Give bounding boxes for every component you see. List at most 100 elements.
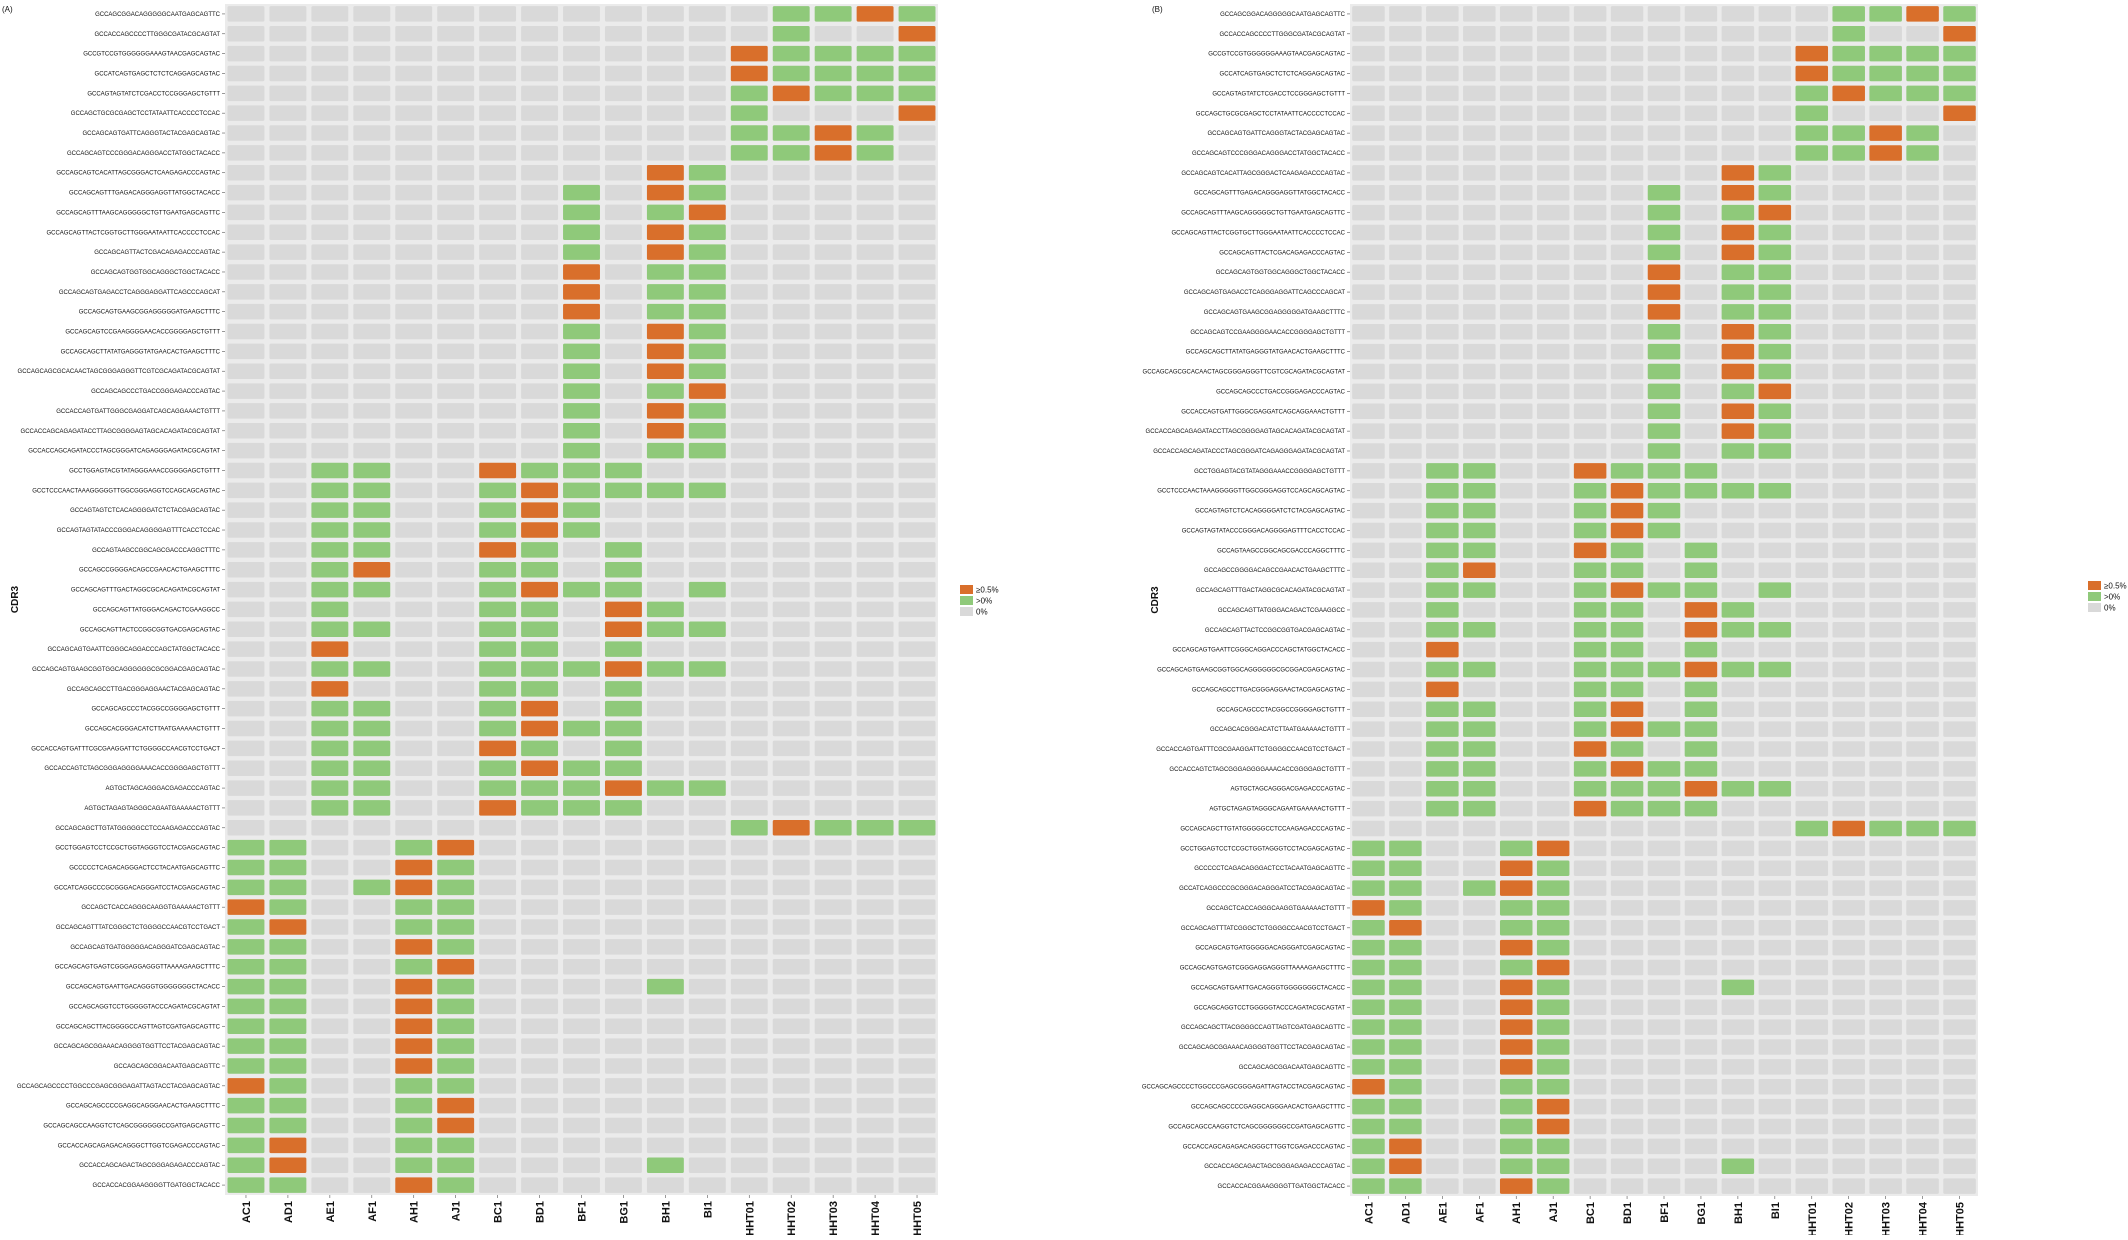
heatmap-cell-AJ1-r43 xyxy=(437,839,475,856)
heatmap-cell-HHT04-r42 xyxy=(856,820,894,836)
heatmap-cell-BD1-r2 xyxy=(1610,26,1644,42)
heatmap-cell-BF1-r26 xyxy=(1647,502,1681,519)
heatmap-cell-AE1-r43 xyxy=(311,839,349,856)
y-tick-label: GCCAGCACGGGACATCTTAATGAAAAACTGTTT xyxy=(1210,727,1345,733)
heatmap-cell-BI1-r60 xyxy=(1758,1178,1792,1194)
y-tick-label: GCCAGTAGTATCTCGACCTCCGGGAGCTGTTT xyxy=(1212,91,1345,97)
heatmap-cell-BC1-r30 xyxy=(479,581,517,598)
heatmap-cell-HHT03-r23 xyxy=(814,442,852,459)
heatmap-cell-AJ1-r45 xyxy=(1536,880,1570,896)
heatmap-cell-AD1-r42 xyxy=(1389,820,1422,837)
heatmap-cell-BF1-r9 xyxy=(563,164,600,181)
heatmap-cell-AJ1-r48 xyxy=(1536,939,1570,956)
heatmap-cell-HHT03-r56 xyxy=(1869,1098,1902,1115)
heatmap-cell-BG1-r21 xyxy=(1684,403,1718,420)
heatmap-cell-BD1-r30 xyxy=(521,581,559,598)
heatmap-cell-HHT05-r50 xyxy=(898,978,936,995)
heatmap-cell-AD1-r31 xyxy=(269,601,307,618)
y-tick-label: GCCAGCAGCGCACAACTAGCGGGAGGGTTCGTCGCAGATA… xyxy=(18,369,221,375)
heatmap-cell-AD1-r17 xyxy=(1389,324,1422,340)
heatmap-cell-HHT03-r6 xyxy=(814,105,852,121)
heatmap-cell-HHT01-r32 xyxy=(730,621,768,638)
heatmap-cell-AE1-r46 xyxy=(311,899,349,915)
heatmap-cell-AE1-r19 xyxy=(1426,363,1459,380)
heatmap-cell-HHT02-r16 xyxy=(1832,304,1865,320)
heatmap-cell-HHT03-r4 xyxy=(1869,65,1902,82)
heatmap-cell-AJ1-r4 xyxy=(1536,65,1570,82)
heatmap-cell-HHT02-r6 xyxy=(1832,105,1865,122)
heatmap-cell-BI1-r44 xyxy=(688,859,726,876)
heatmap-cell-AD1-r33 xyxy=(269,641,307,657)
heatmap-cell-AF1-r48 xyxy=(353,939,391,955)
heatmap-cell-AH1-r30 xyxy=(395,581,433,598)
heatmap-cell-BG1-r27 xyxy=(604,522,642,538)
heatmap-cell-AD1-r21 xyxy=(269,403,307,419)
heatmap-cell-AF1-r22 xyxy=(353,423,391,439)
heatmap-cell-BG1-r27 xyxy=(1684,522,1718,539)
heatmap-cell-BG1-r4 xyxy=(1684,65,1718,82)
heatmap-cell-AC1-r49 xyxy=(1352,959,1385,976)
heatmap-cell-BC1-r28 xyxy=(479,542,517,558)
heatmap-cell-BH1-r58 xyxy=(1721,1138,1755,1155)
heatmap-cell-BD1-r14 xyxy=(521,264,559,280)
heatmap-cell-BH1-r53 xyxy=(1721,1039,1755,1055)
heatmap-cell-AE1-r8 xyxy=(311,145,349,161)
heatmap-cell-AF1-r9 xyxy=(1463,165,1496,181)
heatmap-cell-HHT04-r29 xyxy=(1906,562,1939,578)
heatmap-cell-AE1-r33 xyxy=(1426,641,1459,658)
heatmap-cell-HHT01-r38 xyxy=(730,740,768,757)
heatmap-cell-AD1-r32 xyxy=(269,621,307,638)
heatmap-cell-HHT02-r33 xyxy=(1832,641,1865,658)
heatmap-cell-AF1-r32 xyxy=(1463,622,1496,638)
heatmap-cell-BG1-r55 xyxy=(1684,1078,1718,1095)
y-tick-label: GCCAGTAGTATACCCGGGACAGGGGAGTTTCACCTCCAC xyxy=(57,528,221,534)
heatmap-cell-HHT01-r11 xyxy=(730,204,768,221)
heatmap-cell-AH1-r56 xyxy=(395,1097,433,1114)
heatmap-cell-AF1-r21 xyxy=(1463,403,1496,420)
heatmap-cell-HHT05-r32 xyxy=(1943,622,1976,638)
heatmap-cell-AC1-r15 xyxy=(1352,284,1385,300)
y-tick-label: GCCACCAGCAGATACCCTAGCGGGATCAGAGGGAGATACG… xyxy=(28,449,220,455)
heatmap-cell-HHT03-r20 xyxy=(814,383,852,399)
heatmap-cell-BI1-r1 xyxy=(1758,6,1792,22)
heatmap-cell-HHT02-r59 xyxy=(1832,1158,1865,1174)
heatmap-cell-HHT05-r26 xyxy=(1943,502,1976,519)
heatmap-cell-HHT03-r42 xyxy=(1869,820,1902,837)
heatmap-cell-AD1-r32 xyxy=(1389,622,1422,638)
heatmap-cell-AD1-r28 xyxy=(269,542,307,558)
heatmap-cell-AC1-r1 xyxy=(227,6,265,22)
heatmap-cell-HHT05-r16 xyxy=(1943,304,1976,320)
heatmap-cell-BG1-r1 xyxy=(1684,6,1718,22)
heatmap-cell-BC1-r12 xyxy=(1573,224,1607,241)
heatmap-cell-AC1-r20 xyxy=(227,383,265,399)
heatmap-cell-BG1-r14 xyxy=(1684,264,1718,280)
heatmap-cell-BI1-r45 xyxy=(1758,880,1792,896)
heatmap-cell-AF1-r17 xyxy=(353,323,391,340)
heatmap-cell-HHT04-r53 xyxy=(1906,1039,1939,1055)
heatmap-cell-AE1-r15 xyxy=(311,284,349,300)
heatmap-cell-HHT02-r27 xyxy=(1832,522,1865,539)
heatmap-cell-AF1-r60 xyxy=(353,1177,391,1193)
heatmap-cell-AJ1-r55 xyxy=(1536,1078,1570,1095)
heatmap-cell-AF1-r57 xyxy=(353,1117,391,1134)
heatmap-cell-HHT04-r22 xyxy=(856,423,894,439)
heatmap-cell-BG1-r34 xyxy=(604,661,642,677)
heatmap-cell-HHT01-r50 xyxy=(730,978,768,995)
heatmap-cell-AD1-r18 xyxy=(269,343,307,360)
heatmap-cell-HHT02-r34 xyxy=(1832,661,1865,678)
heatmap-cell-AH1-r32 xyxy=(395,621,433,638)
heatmap-cell-BD1-r42 xyxy=(1610,820,1644,837)
heatmap-cell-BH1-r16 xyxy=(1721,304,1755,320)
heatmap-cell-HHT04-r23 xyxy=(1906,443,1939,459)
heatmap-cell-HHT04-r40 xyxy=(856,780,894,796)
y-tick-label: GCCACCAGCAGAGACAGGGCTTGGTCGAGACCCAGTAC xyxy=(58,1143,221,1149)
heatmap-cell-AD1-r3 xyxy=(269,45,307,62)
heatmap-cell-BI1-r55 xyxy=(688,1078,726,1094)
heatmap-cell-HHT04-r49 xyxy=(1906,959,1939,976)
heatmap-cell-AD1-r27 xyxy=(269,522,307,538)
heatmap-cell-HHT02-r36 xyxy=(1832,701,1865,718)
heatmap-cell-AH1-r44 xyxy=(1499,860,1533,876)
heatmap-cell-BH1-r46 xyxy=(646,899,684,915)
heatmap-cell-BI1-r4 xyxy=(1758,65,1792,82)
heatmap-cell-AJ1-r16 xyxy=(1536,304,1570,320)
